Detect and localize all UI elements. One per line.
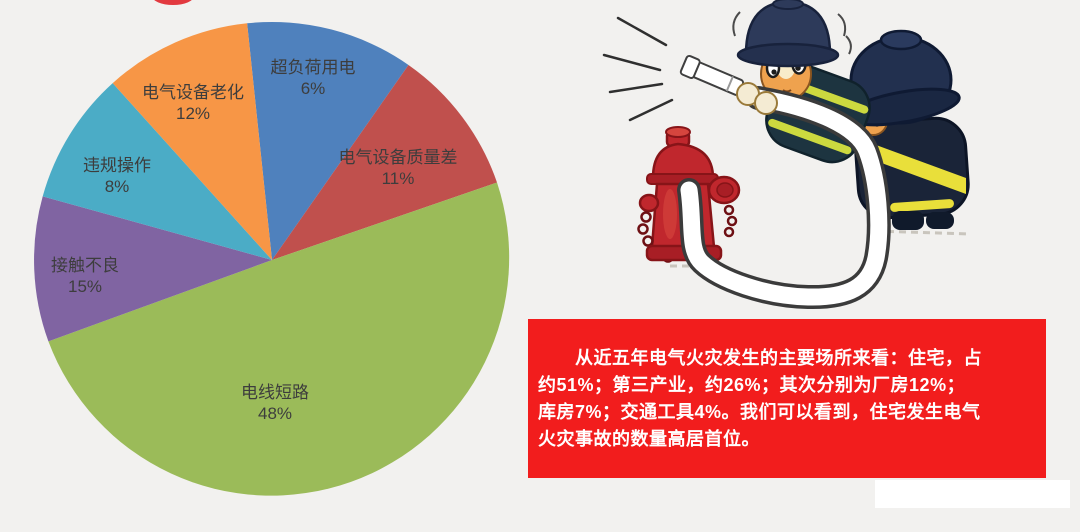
pie-slice-8pct [42, 83, 273, 260]
water-spray-lines [602, 16, 674, 122]
pie-chart: 超负荷用电 6% 电气设备质量差 11% 电线短路 48% 接触不良 15% 违规操作 8% 电气设… [34, 21, 510, 496]
fire-hose [677, 86, 891, 310]
hose-nozzle [679, 54, 778, 115]
pie-slice-48pct [48, 182, 510, 496]
firefighter-back [822, 29, 971, 236]
pie-slice-label: 超负荷用电 6% [271, 58, 356, 98]
clipped-red-circle-logo [152, 0, 194, 5]
watermark-strip [875, 480, 1070, 508]
pie-slice-12pct [112, 23, 272, 260]
pie-slice-label: 违规操作 8% [83, 156, 151, 196]
pie-slice-6pct [247, 21, 409, 260]
pie-slice-label: 电气设备质量差 11% [339, 148, 458, 188]
pie-slice-label: 电气设备老化 12% [142, 83, 244, 123]
pie-slice-label: 接触不良 15% [51, 256, 119, 296]
summary-text-box: 从近五年电气火灾发生的主要场所来看：住宅，占 约51%；第三产业，约26%；其次… [528, 319, 1046, 478]
pie-slice-11pct [272, 65, 497, 260]
motion-lines [732, 11, 852, 55]
summary-text: 从近五年电气火灾发生的主要场所来看：住宅，占 约51%；第三产业，约26%；其次… [538, 347, 982, 449]
firefighter-glove [754, 91, 778, 115]
pie-slice-15pct [34, 196, 272, 342]
firefighters-illustration [602, 0, 971, 310]
pie-slice-label: 电线短路 48% [241, 383, 309, 423]
